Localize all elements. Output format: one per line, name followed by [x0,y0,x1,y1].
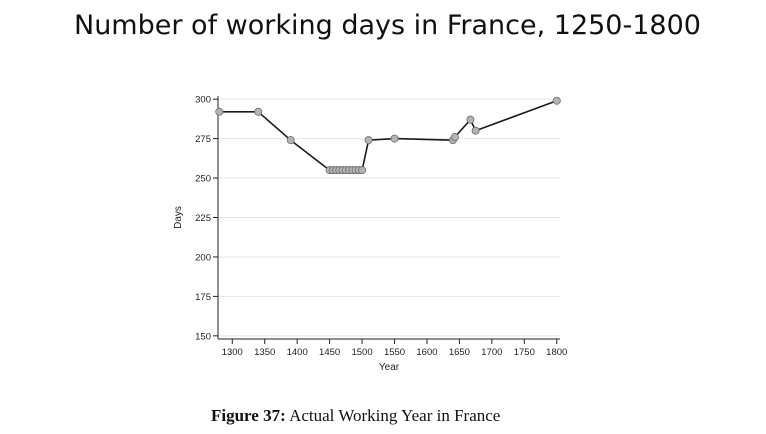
x-tick-label: 1550 [384,347,405,358]
x-tick-label: 1800 [546,347,567,358]
y-tick-label: 150 [195,331,211,342]
x-tick-label: 1650 [449,347,470,358]
x-tick-label: 1600 [416,347,437,358]
x-tick-label: 1450 [319,347,340,358]
data-point [466,115,475,124]
y-axis-label: Days [173,206,184,229]
x-tick-label: 1400 [287,347,308,358]
series [215,96,561,175]
x-ticks: 1300 1350 1400 1450 1500 1550 1600 1650 1700 1750… [222,339,567,358]
data-point [286,136,295,145]
y-ticks: 150 175 200 225 250 275 300 [195,95,218,342]
figure-caption: Figure 37: Actual Working Year in France [211,406,500,426]
x-tick-label: 1750 [514,347,535,358]
y-tick-label: 250 [195,174,211,185]
figure-caption-label: Figure 37: [211,406,286,425]
figure-caption-text: Actual Working Year in France [289,406,501,425]
data-point [215,107,224,116]
series-line [219,99,558,171]
data-point [552,96,561,105]
y-tick-label: 225 [195,213,211,224]
data-point [471,126,480,135]
y-tick-label: 200 [195,252,211,263]
x-tick-label: 1350 [254,347,275,358]
data-point [358,166,367,175]
y-tick-label: 175 [195,292,211,303]
data-point [254,107,263,116]
grid-lines [218,98,560,337]
data-point [450,133,459,142]
slide-title: Number of working days in France, 1250-1… [74,10,701,41]
x-tick-label: 1300 [222,347,243,358]
y-tick-label: 275 [195,134,211,145]
x-axis-label: Year [379,362,400,373]
x-tick-label: 1500 [351,347,372,358]
data-point [364,136,373,145]
line-chart: 150 175 200 225 250 275 300 1300 1350 1400 1450 15… [173,95,567,373]
data-point [390,134,399,143]
x-tick-label: 1700 [481,347,502,358]
y-tick-label: 300 [195,95,211,106]
